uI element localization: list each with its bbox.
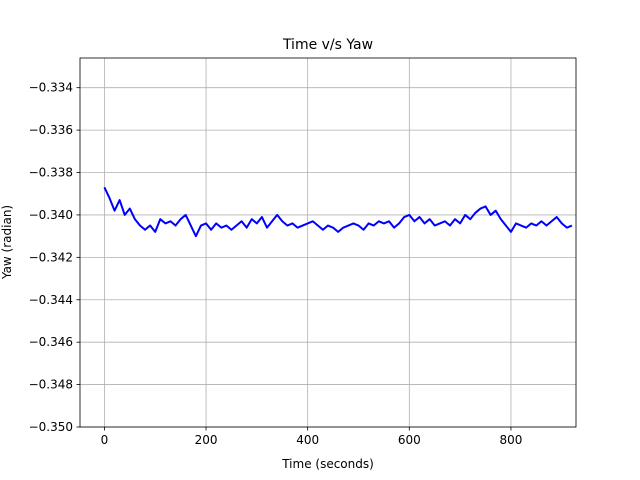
y-tick-label: −0.340 [29,208,73,222]
y-tick-label: −0.336 [29,123,73,137]
y-tick-label: −0.338 [29,166,73,180]
y-tick-label: −0.350 [29,420,73,434]
y-tick-label: −0.346 [29,335,73,349]
y-tick-label: −0.348 [29,378,73,392]
y-axis-label: Yaw (radian) [0,205,14,280]
x-tick-label: 200 [195,433,218,447]
y-tick-label: −0.342 [29,250,73,264]
x-tick-label: 0 [101,433,109,447]
x-tick-label: 800 [499,433,522,447]
y-tick-label: −0.344 [29,293,73,307]
chart-title: Time v/s Yaw [282,37,373,53]
x-tick-label: 600 [398,433,421,447]
x-axis-label: Time (seconds) [281,457,374,471]
y-tick-label: −0.334 [29,81,73,95]
x-tick-label: 400 [296,433,319,447]
